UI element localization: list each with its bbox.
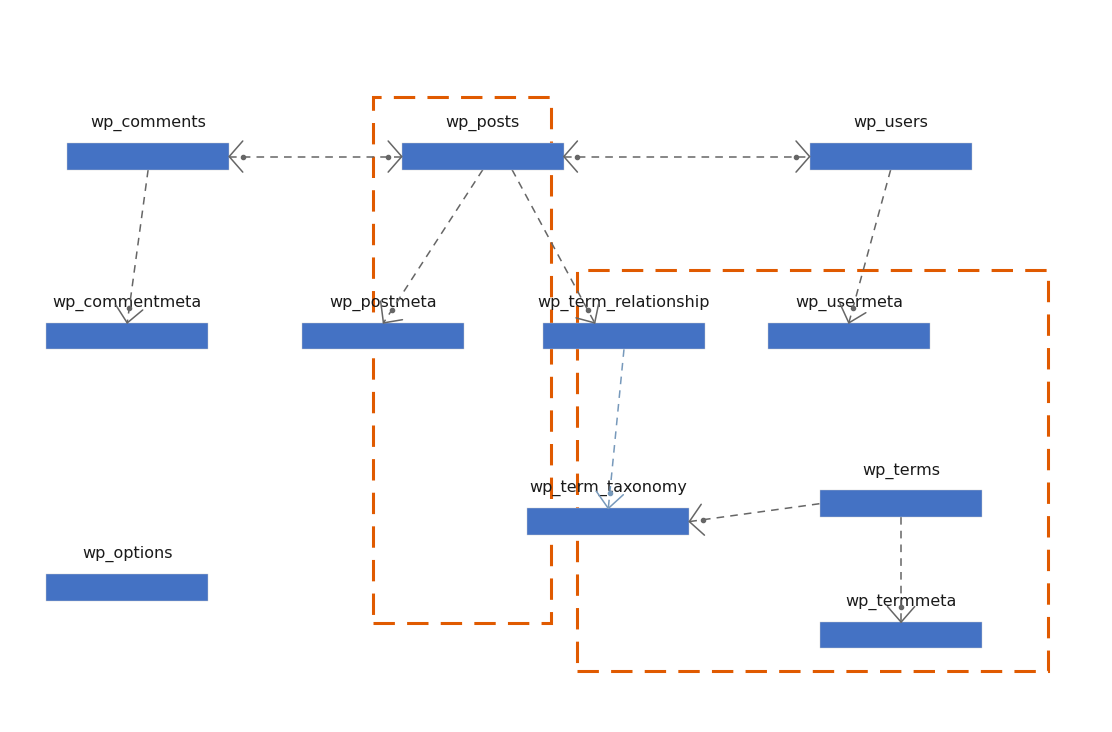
Text: wp_users: wp_users (853, 116, 929, 132)
FancyBboxPatch shape (810, 143, 972, 170)
Text: wp_postmeta: wp_postmeta (329, 295, 437, 311)
Text: wp_posts: wp_posts (446, 116, 520, 132)
FancyBboxPatch shape (67, 143, 229, 170)
Text: wp_term_taxonomy: wp_term_taxonomy (529, 481, 687, 496)
Text: wp_commentmeta: wp_commentmeta (52, 295, 202, 311)
FancyBboxPatch shape (820, 622, 982, 649)
FancyBboxPatch shape (767, 323, 930, 349)
Text: wp_comments: wp_comments (90, 116, 206, 132)
FancyBboxPatch shape (543, 323, 705, 349)
FancyBboxPatch shape (401, 143, 564, 170)
FancyBboxPatch shape (302, 323, 465, 349)
Text: wp_usermeta: wp_usermeta (795, 295, 903, 311)
FancyBboxPatch shape (47, 574, 208, 600)
Text: wp_terms: wp_terms (862, 463, 940, 479)
Bar (577, 270, 1048, 671)
Bar (373, 97, 550, 624)
FancyBboxPatch shape (47, 323, 208, 349)
FancyBboxPatch shape (527, 509, 689, 535)
Text: wp_term_relationship: wp_term_relationship (538, 295, 711, 311)
Text: wp_options: wp_options (82, 546, 172, 562)
Text: wp_termmeta: wp_termmeta (845, 594, 956, 610)
FancyBboxPatch shape (820, 490, 982, 517)
